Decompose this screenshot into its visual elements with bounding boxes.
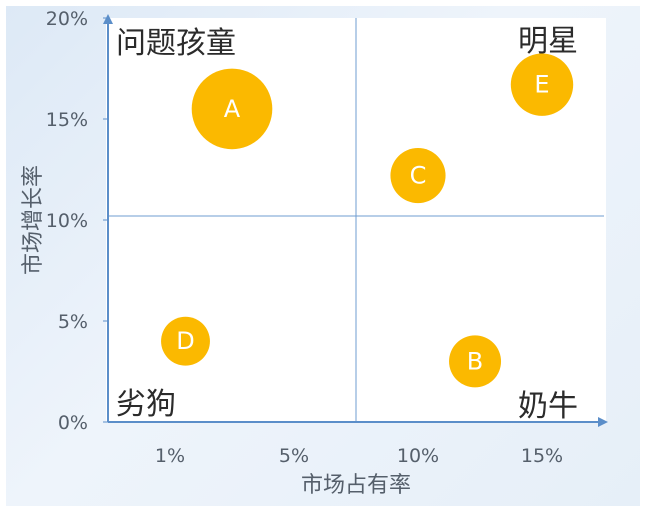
x-axis-title: 市场占有率 — [301, 473, 411, 498]
bubble-label-d: D — [176, 327, 194, 355]
bubble-a — [191, 68, 273, 150]
bubble-label-c: C — [410, 162, 427, 190]
x-tick-label: 15% — [521, 445, 563, 467]
x-tick-label: 1% — [155, 445, 185, 467]
y-tick-label: 10% — [46, 210, 88, 232]
quadrant-label-bottom-left: 劣狗 — [116, 387, 176, 422]
x-tick-label: 10% — [397, 445, 439, 467]
quadrant-label-top-left: 问题孩童 — [116, 26, 236, 61]
bubble-label-a: A — [224, 95, 241, 123]
x-tick-label: 5% — [279, 445, 309, 467]
bubble-label-e: E — [534, 71, 549, 99]
y-axis-title: 市场增长率 — [21, 165, 46, 275]
bubble-label-b: B — [467, 347, 483, 375]
bubble-b — [449, 335, 502, 388]
quadrant-label-bottom-right: 奶牛 — [518, 389, 578, 424]
y-tick-label: 5% — [58, 311, 88, 333]
bubble-c — [390, 148, 446, 204]
bubble-d — [161, 316, 210, 366]
y-tick-label: 20% — [46, 8, 88, 30]
bubble-e — [510, 53, 574, 116]
y-tick-label: 15% — [46, 109, 88, 131]
y-tick-label: 0% — [58, 412, 88, 434]
quadrant-label-top-right: 明星 — [518, 24, 578, 59]
